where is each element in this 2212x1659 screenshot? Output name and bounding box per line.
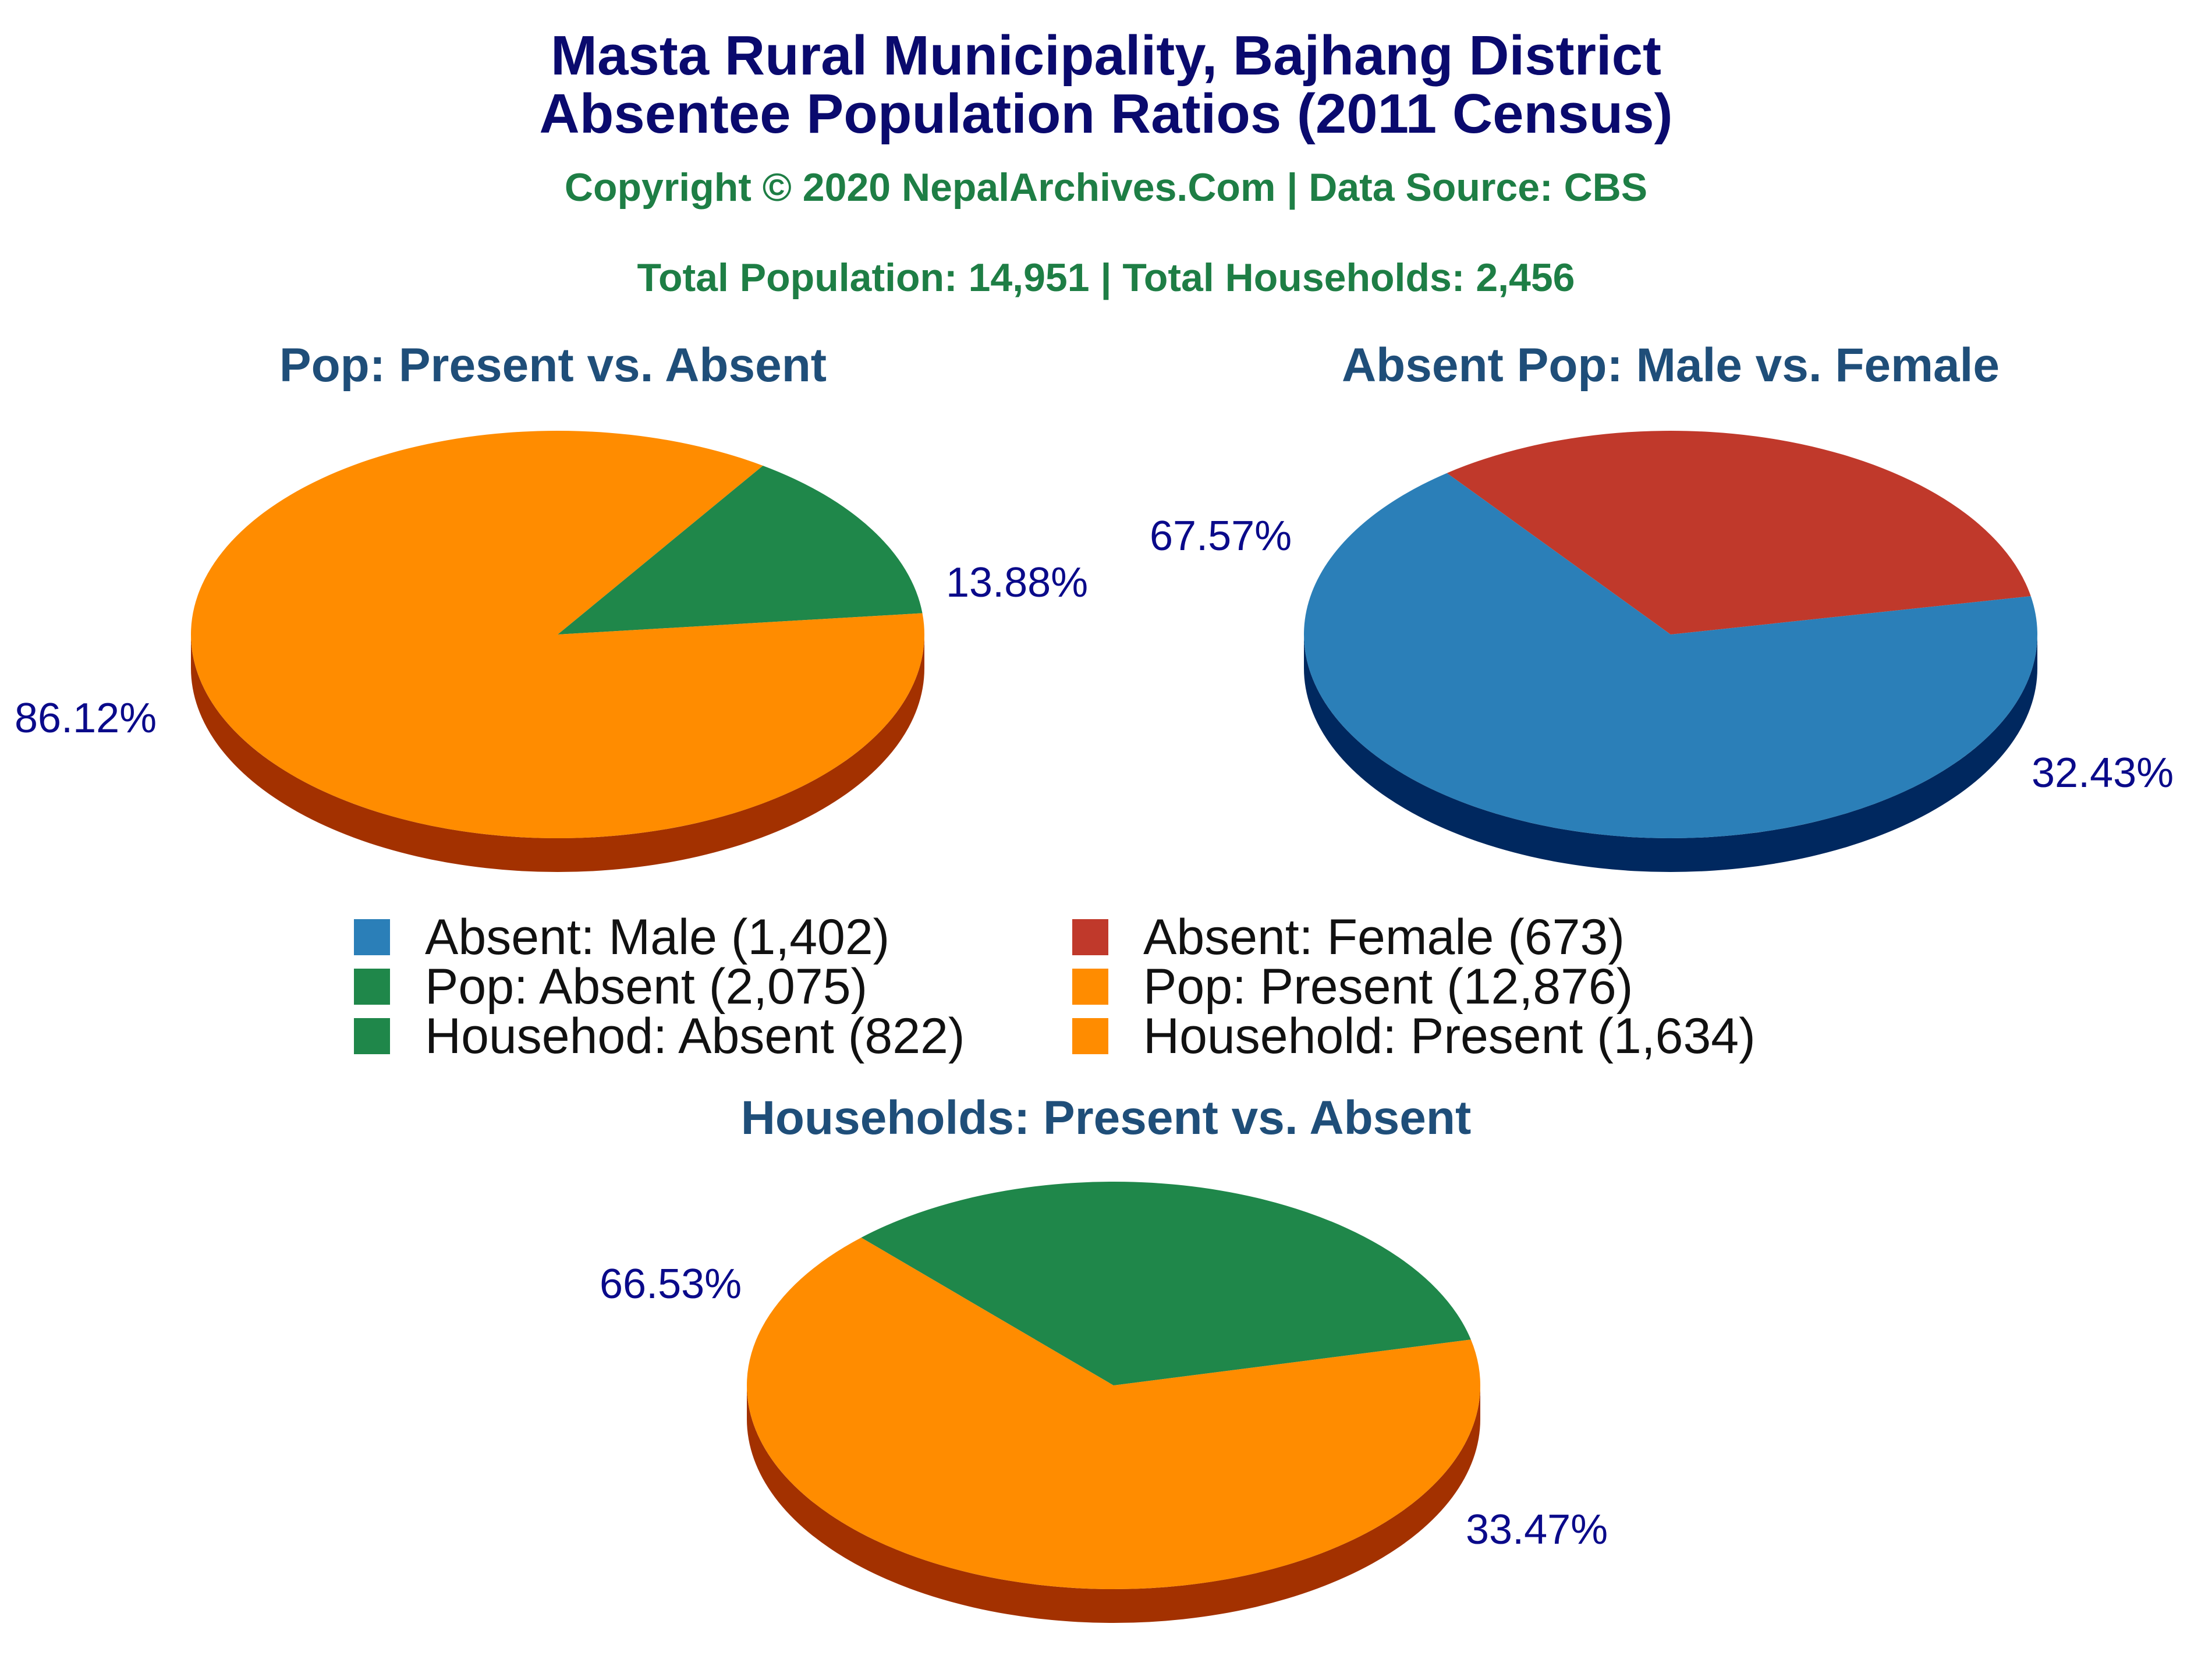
slice-label-2-1: 66.53%	[600, 1261, 742, 1307]
legend-label-2: Pop: Absent (2,075)	[425, 959, 867, 1015]
legend-label-5: Household: Present (1,634)	[1143, 1008, 1756, 1064]
slice-label-0-0: 13.88%	[946, 559, 1088, 606]
pie-title-households: Households: Present vs. Absent	[741, 1091, 1472, 1144]
pie-slice-pop-absent	[558, 465, 923, 634]
legend-label-3: Pop: Present (12,876)	[1143, 959, 1633, 1015]
slice-label-2-0: 33.47%	[1466, 1506, 1608, 1553]
pie-title-absent-gender: Absent Pop: Male vs. Female	[1342, 339, 2000, 392]
legend-label-4: Househod: Absent (822)	[425, 1008, 965, 1064]
pie-slice-absent-female	[1447, 430, 2031, 634]
legend-swatch-5	[1072, 1018, 1108, 1054]
slice-label-1-1: 67.57%	[1150, 513, 1292, 559]
pie-title-population: Pop: Present vs. Absent	[279, 339, 827, 392]
chart-title-line1: Masta Rural Municipality, Bajhang Distri…	[551, 24, 1661, 87]
chart-title-line2: Absentee Population Ratios (2011 Census)	[539, 83, 1672, 145]
pie-chart-1: 32.43% 67.57%	[1150, 430, 2174, 872]
slice-label-1-0: 32.43%	[2032, 750, 2174, 796]
pie-side-2-1-0	[747, 1385, 1480, 1623]
totals-line: Total Population: 14,951 | Total Househo…	[637, 256, 1575, 300]
legend-swatch-3	[1072, 969, 1108, 1005]
legend-swatch-0	[354, 919, 390, 955]
legend-swatch-4	[354, 1018, 390, 1054]
pie-chart-0: 13.88% 86.12%	[15, 431, 1088, 872]
pie-charts: 13.88% 86.12% 32.43% 67.57% 33.47% 66.53%	[15, 430, 2174, 1623]
pie-slice-absent-male	[1304, 473, 2037, 838]
legend-label-0: Absent: Male (1,402)	[425, 909, 889, 965]
legend-label-1: Absent: Female (673)	[1143, 909, 1625, 965]
pie-slice-househod-absent	[861, 1181, 1471, 1385]
legend-swatch-1	[1072, 919, 1108, 955]
pie-side-1-1-0	[1304, 634, 2037, 872]
pie-slice-household-present	[747, 1238, 1480, 1589]
legend-swatch-2	[354, 969, 390, 1005]
copyright-line: Copyright © 2020 NepalArchives.Com | Dat…	[565, 165, 1647, 210]
slice-label-0-1: 86.12%	[15, 695, 157, 742]
legend: Absent: Male (1,402) Absent: Female (673)…	[354, 909, 1756, 1064]
pie-slice-pop-present	[190, 431, 924, 839]
pie-chart-2: 33.47% 66.53%	[600, 1181, 1608, 1623]
pie-side-0-1-0	[191, 634, 924, 872]
